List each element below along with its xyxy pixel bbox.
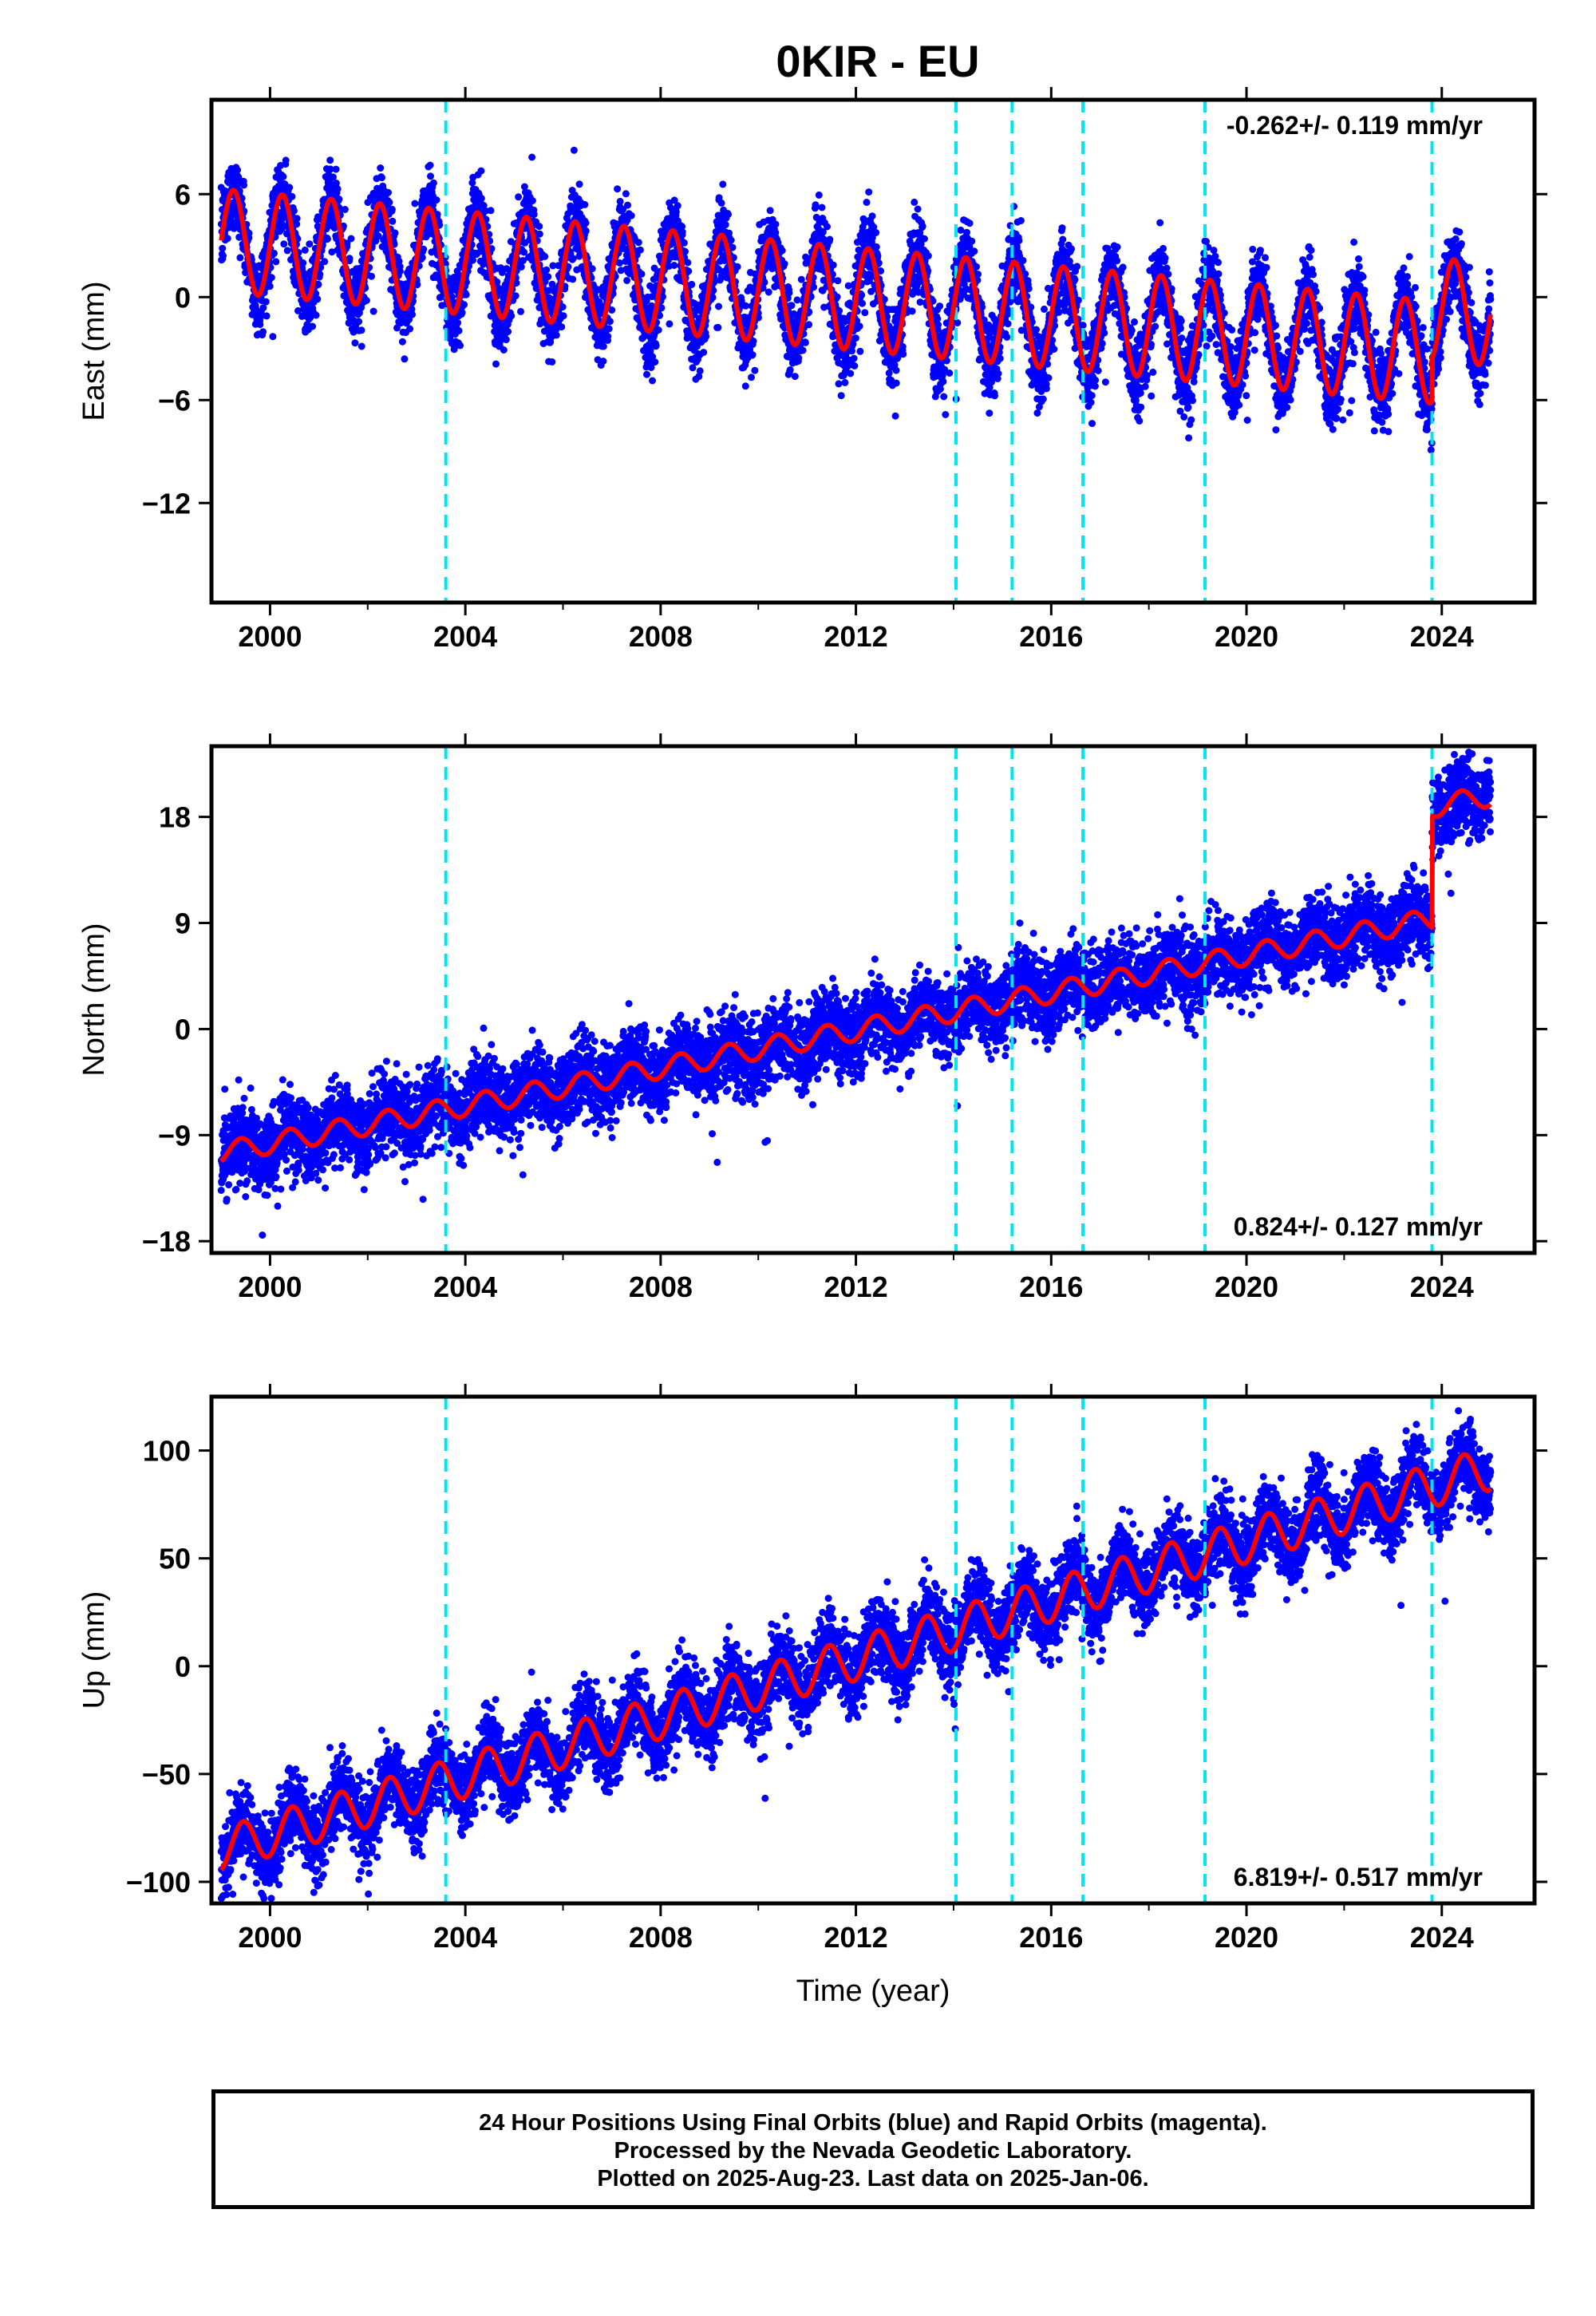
y-axis-label-1: East (mm) [77,281,111,421]
x-tick-label-3-2008: 2008 [629,1921,693,1954]
x-axis-label-3: Time (year) [796,1974,950,2008]
x-tick-label-2-2000: 2000 [238,1271,302,1303]
y-tick-label-2--9: −9 [158,1119,191,1152]
y-tick-label-2-0: 0 [175,1013,191,1045]
x-tick-label-3-2000: 2000 [238,1921,302,1954]
x-tick-label-1-2012: 2012 [824,620,888,653]
rate-label-2: 0.824+/- 0.127 mm/yr [1234,1212,1483,1241]
x-tick-label-1-2000: 2000 [238,620,302,653]
data-points-3 [217,1407,1495,1903]
y-tick-label-1--6: −6 [158,384,191,417]
y-axis-label-3: Up (mm) [77,1591,111,1709]
y-tick-label-1-0: 0 [175,281,191,314]
y-tick-label-2-18: 18 [159,801,191,834]
y-tick-label-2--18: −18 [142,1225,191,1258]
caption-box: 24 Hour Positions Using Final Orbits (bl… [211,2089,1535,2209]
y-tick-label-3-50: 50 [159,1543,191,1575]
x-tick-label-3-2004: 2004 [433,1921,497,1954]
page-title: 0KIR - EU [776,36,980,86]
y-tick-label-3-0: 0 [175,1650,191,1683]
model-line-1 [219,188,1493,406]
y-tick-label-1-6: 6 [175,178,191,211]
x-tick-label-3-2024: 2024 [1410,1921,1474,1954]
y-tick-label-2-9: 9 [175,907,191,940]
plot-frame-2 [209,744,1537,1255]
model-line-2 [219,788,1493,1164]
y-tick-label-3--50: −50 [142,1758,191,1791]
x-tick-label-1-2020: 2020 [1215,620,1278,653]
rate-label-1: -0.262+/- 0.119 mm/yr [1227,111,1483,140]
x-tick-label-1-2024: 2024 [1410,620,1474,653]
x-tick-label-1-2004: 2004 [433,620,497,653]
y-tick-label-1--12: −12 [142,487,191,520]
y-axis-label-2: North (mm) [77,923,111,1076]
caption-line-3: Plotted on 2025-Aug-23. Last data on 202… [597,2166,1149,2192]
plot-frame-1 [209,97,1537,605]
x-tick-label-2-2024: 2024 [1410,1271,1474,1303]
model-line-3 [219,1452,1493,1872]
caption-line-1: 24 Hour Positions Using Final Orbits (bl… [479,2110,1267,2136]
figure: 2000 2004 2008 2012 2016 2020 2024 −12 −6 0 6 East … [77,87,1547,2008]
y-tick-label-3-100: 100 [143,1435,191,1468]
x-tick-label-1-2008: 2008 [629,620,693,653]
x-tick-label-2-2016: 2016 [1019,1271,1083,1303]
rate-label-3: 6.819+/- 0.517 mm/yr [1234,1863,1483,1891]
caption-line-2: Processed by the Nevada Geodetic Laborat… [614,2138,1132,2164]
y-tick-label-3--100: −100 [126,1866,191,1899]
data-points-2 [217,749,1495,1239]
x-tick-label-3-2016: 2016 [1019,1921,1083,1954]
x-tick-label-2-2012: 2012 [824,1271,888,1303]
x-tick-label-2-2020: 2020 [1215,1271,1278,1303]
x-tick-label-2-2004: 2004 [433,1271,497,1303]
x-tick-label-3-2012: 2012 [824,1921,888,1954]
x-tick-label-2-2008: 2008 [629,1271,693,1303]
x-tick-label-3-2020: 2020 [1215,1921,1278,1954]
x-tick-label-1-2016: 2016 [1019,620,1083,653]
plot-frame-3 [209,1394,1537,1906]
